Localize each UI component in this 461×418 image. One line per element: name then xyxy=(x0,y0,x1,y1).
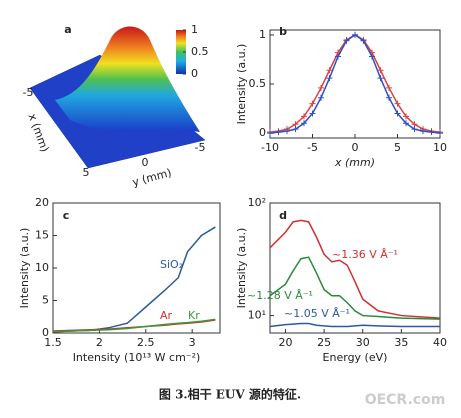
series-line xyxy=(269,219,441,319)
data-point xyxy=(420,128,426,135)
y-tick-label: 0 xyxy=(142,156,149,169)
colorbar-tick-label: 0.5 xyxy=(191,45,209,58)
data-point xyxy=(318,94,324,101)
data-point xyxy=(309,110,316,117)
y-tick-label: 10 xyxy=(35,261,49,274)
x-tick-label: 3 xyxy=(189,336,196,349)
x-tick-label: 35 xyxy=(394,336,408,349)
data-point xyxy=(301,113,307,120)
watermark: OECR.com xyxy=(365,392,446,408)
data-point xyxy=(343,37,350,44)
colorbar-tick-label: 0 xyxy=(191,67,198,80)
colorbar-tick-label: 1 xyxy=(191,23,198,36)
series-line xyxy=(269,34,441,133)
series-line xyxy=(269,322,440,328)
y-tick-label: 1 xyxy=(259,28,266,41)
data-point xyxy=(386,84,392,91)
x-tick-label: 1.5 xyxy=(44,336,62,349)
y-axis-label: Intensity (a.u.) xyxy=(18,228,31,309)
series-line xyxy=(52,318,216,333)
surface-peak xyxy=(55,26,200,132)
y-tick-label: 20 xyxy=(35,196,49,209)
x-tick-label: 0 xyxy=(352,141,359,154)
y-axis-label: Intensity (a.u.) xyxy=(235,44,248,125)
panel-label: b xyxy=(279,25,287,38)
y-axis-label: Intensity (a.u.) xyxy=(235,228,248,309)
x-tick-label: 2.5 xyxy=(137,336,155,349)
data-point xyxy=(301,120,307,127)
y-tick-label: 0 xyxy=(42,326,49,339)
y-tick-label: 0 xyxy=(259,126,266,139)
x-tick-label: 40 xyxy=(433,336,447,349)
data-point xyxy=(386,94,392,101)
y-tick-label: 10² xyxy=(248,196,266,209)
data-point xyxy=(292,126,299,133)
data-point xyxy=(267,130,273,137)
series-line xyxy=(269,256,441,320)
data-point xyxy=(326,67,333,74)
y-axis-label: y (mm) xyxy=(131,166,173,189)
x-axis-label: Energy (eV) xyxy=(323,351,388,364)
series-line xyxy=(269,33,441,134)
plot-frame xyxy=(269,202,441,334)
x-tick-label: 25 xyxy=(317,336,331,349)
panel-label: a xyxy=(64,23,71,36)
y-tick-label: 15 xyxy=(35,229,49,242)
x-axis-label: Intensity (10¹³ W cm⁻²) xyxy=(73,351,201,364)
x-tick-label: 2 xyxy=(96,336,103,349)
data-point xyxy=(394,100,401,107)
y-tick-label: 10¹ xyxy=(248,309,266,322)
panel-label: d xyxy=(279,209,287,222)
caption: 图 3.相干 EUV 源的特征. xyxy=(159,387,301,402)
data-point xyxy=(352,31,358,38)
data-point xyxy=(284,128,290,135)
data-point xyxy=(309,100,316,107)
data-point xyxy=(377,67,384,74)
data-point xyxy=(428,129,435,136)
data-point xyxy=(335,53,341,60)
data-point xyxy=(326,75,333,82)
data-point xyxy=(403,113,409,120)
x-tick-label: -5 xyxy=(307,141,318,154)
y-tick-label: 5 xyxy=(42,294,49,307)
series-annotation: ~1.28 V Å⁻¹ xyxy=(247,289,313,302)
series-annotation: Kr xyxy=(188,309,200,322)
data-point xyxy=(411,126,418,133)
x-tick-label: 30 xyxy=(356,336,370,349)
series-annotation: Ar xyxy=(160,309,173,322)
x-tick-label: 5 xyxy=(83,166,90,179)
series-annotation: ~1.05 V Å⁻¹ xyxy=(284,307,350,320)
series-annotation: ~1.36 V Å⁻¹ xyxy=(332,248,398,261)
series-annotation: SiO₂ xyxy=(160,258,183,271)
data-point xyxy=(275,129,282,136)
data-point xyxy=(403,120,409,127)
x-tick-label: 20 xyxy=(278,336,292,349)
surface-plot xyxy=(29,26,206,169)
x-tick-label: -10 xyxy=(261,141,279,154)
x-tick-label: -5 xyxy=(23,86,34,99)
x-tick-label: 5 xyxy=(394,141,401,154)
x-tick-label: 10 xyxy=(433,141,447,154)
data-point xyxy=(318,84,324,91)
data-point xyxy=(437,130,443,137)
data-point xyxy=(369,53,375,60)
data-point xyxy=(360,37,367,44)
y-tick-label: 0.5 xyxy=(249,77,267,90)
x-axis-label: x (mm) xyxy=(334,156,375,169)
data-point xyxy=(377,75,384,82)
colorbar xyxy=(176,30,186,74)
x-axis-label: x (mm) xyxy=(26,112,52,154)
y-tick-label: -5 xyxy=(195,141,206,154)
data-point xyxy=(394,110,401,117)
panel-label: c xyxy=(63,209,70,222)
